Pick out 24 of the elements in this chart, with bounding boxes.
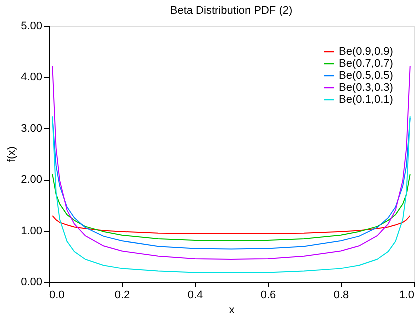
- x-tick-label: 0.0: [50, 290, 65, 302]
- y-tick-label: 0.00: [21, 276, 42, 288]
- x-axis-title: x: [229, 304, 236, 316]
- line-series: [52, 118, 411, 250]
- x-tick-label: 1.0: [399, 290, 414, 302]
- legend-label: Be(0.9,0.9): [339, 46, 394, 58]
- y-tick-label: 5.00: [21, 20, 42, 32]
- x-tick-label: 0.6: [260, 290, 276, 302]
- y-tick-label: 3.00: [21, 122, 42, 135]
- legend-label: Be(0.1,0.1): [339, 94, 394, 106]
- chart-title: Beta Distribution PDF (2): [170, 5, 293, 17]
- x-tick-label: 0.8: [334, 290, 350, 302]
- y-tick-label: 2.00: [21, 174, 42, 186]
- y-tick-label: 1.00: [21, 225, 42, 238]
- legend-label: Be(0.7,0.7): [339, 58, 394, 70]
- line-series: [52, 116, 411, 274]
- line-series: [52, 174, 411, 242]
- x-tick-label: 0.2: [114, 290, 130, 302]
- line-series: [52, 215, 411, 234]
- y-tick-label: 4.00: [21, 72, 42, 84]
- x-tick-label: 0.4: [188, 290, 204, 302]
- y-axis-title: f(x): [6, 146, 18, 162]
- legend-label: Be(0.3,0.3): [339, 82, 394, 94]
- legend-label: Be(0.5,0.5): [339, 70, 394, 82]
